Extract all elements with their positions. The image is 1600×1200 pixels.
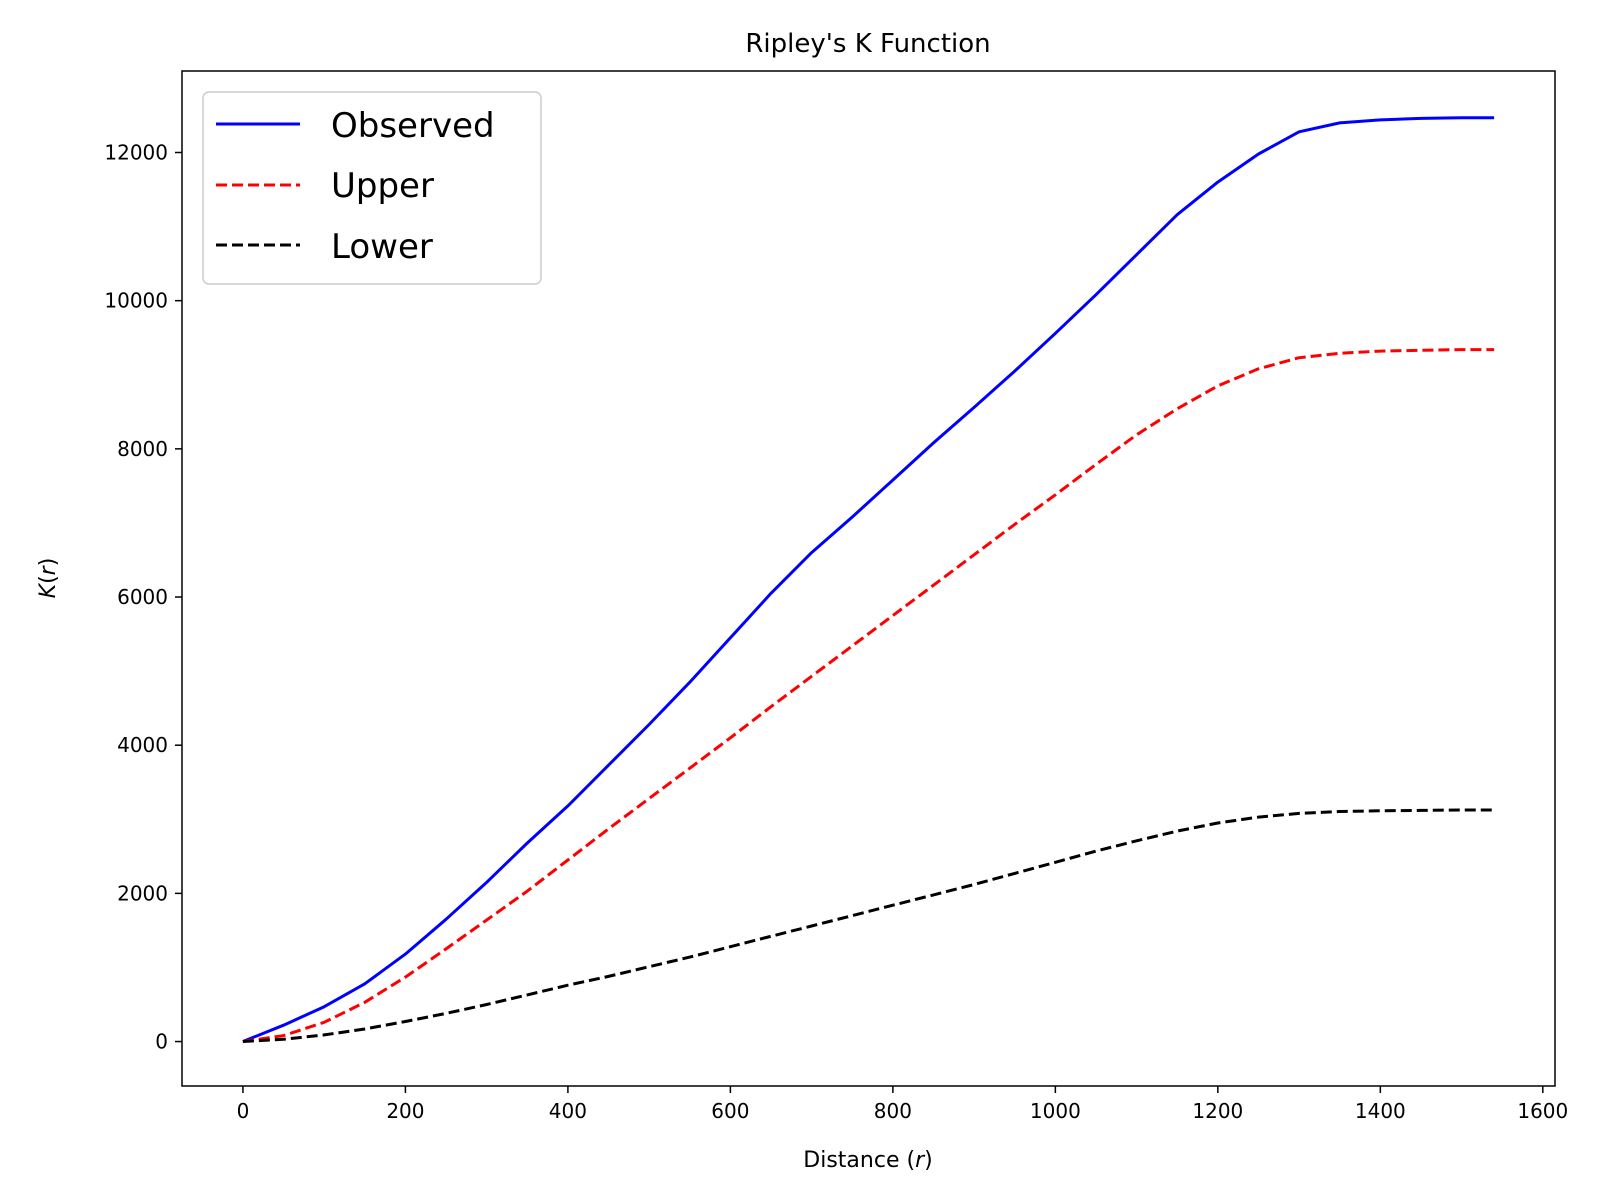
chart-title: Ripley's K Function	[745, 29, 990, 59]
y-tick-label: 10000	[104, 289, 168, 313]
y-tick-label: 2000	[117, 881, 168, 905]
y-tick-label: 4000	[117, 733, 168, 757]
x-tick-label: 600	[711, 1099, 749, 1123]
plot-area-frame	[181, 70, 1556, 1087]
legend-label-observed: Observed	[331, 106, 495, 146]
x-axis-label-text: Distance (	[803, 1148, 915, 1173]
legend-box	[202, 91, 542, 285]
x-tick-label: 0	[237, 1099, 250, 1123]
x-tick-label: 1200	[1192, 1099, 1243, 1123]
series-line-lower	[242, 808, 1495, 1043]
series-line-upper	[242, 348, 1495, 1043]
x-tick-label: 1000	[1030, 1099, 1081, 1123]
series-layer	[242, 116, 1495, 1043]
y-axis-label-close: )	[36, 558, 61, 567]
x-axis-label-close: )	[924, 1148, 933, 1173]
x-tick-label: 1400	[1355, 1099, 1406, 1123]
x-tick-label: 800	[874, 1099, 912, 1123]
x-axis-label-variable: r	[915, 1148, 926, 1173]
y-axis-label-open: (	[36, 575, 61, 584]
x-tick-label: 400	[549, 1099, 587, 1123]
series-line-observed	[242, 116, 1495, 1043]
x-tick-label: 1600	[1517, 1099, 1568, 1123]
y-tick-label: 0	[155, 1030, 168, 1054]
legend: Observed Upper Lower	[202, 91, 542, 285]
y-tick-label: 12000	[104, 140, 168, 164]
y-axis-label: K(r)	[36, 558, 61, 599]
y-axis-label-k: K	[36, 582, 61, 598]
y-tick-label: 8000	[117, 437, 168, 461]
legend-label-upper: Upper	[331, 166, 434, 206]
x-tick-label: 200	[386, 1099, 424, 1123]
y-axis-label-r: r	[36, 564, 61, 575]
x-axis-ticks: 0 200 400 600 800 1000 1200 1400 1600	[237, 1086, 1568, 1123]
y-tick-label: 6000	[117, 585, 168, 609]
y-axis-ticks: 0 2000 4000 6000 8000 10000 12000	[104, 140, 182, 1054]
legend-label-lower: Lower	[331, 227, 433, 267]
x-axis-label: Distance (r)	[803, 1148, 932, 1173]
